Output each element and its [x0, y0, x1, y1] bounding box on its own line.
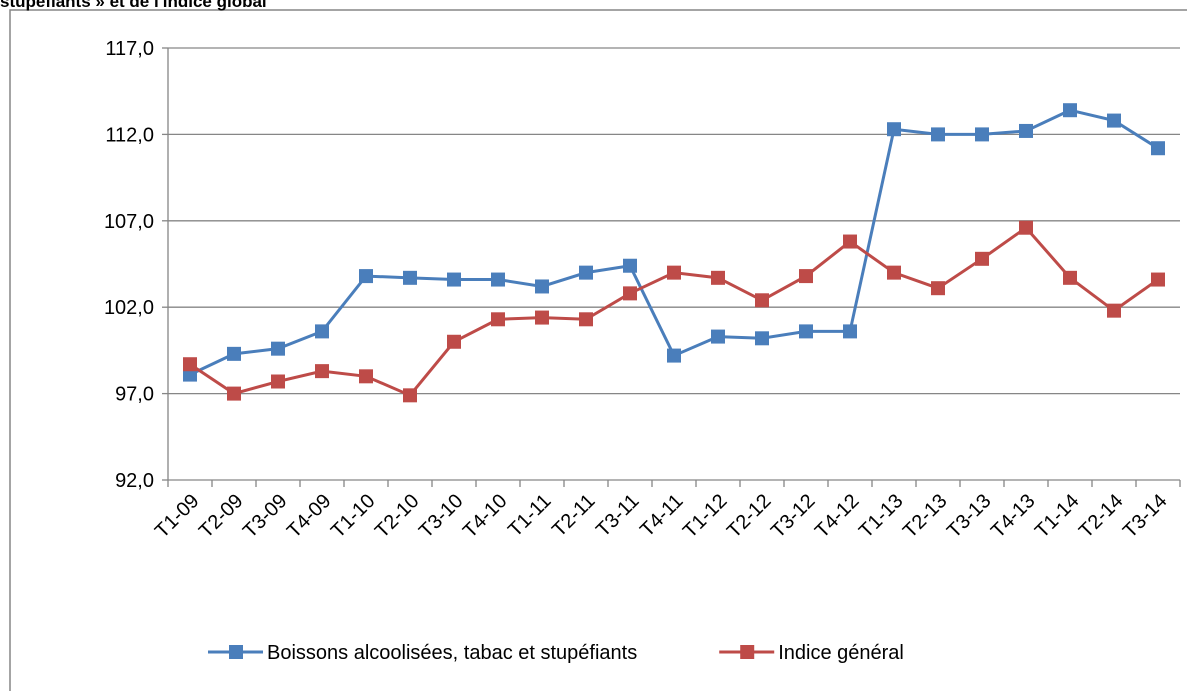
x-tick-label: T1-13 [855, 490, 908, 543]
data-point [1151, 141, 1165, 156]
data-point [227, 346, 241, 361]
data-point [1063, 270, 1077, 285]
x-tick-label: T1-14 [1031, 490, 1084, 543]
data-point [711, 329, 725, 344]
legend-marker [740, 645, 755, 659]
x-tick-label: T1-09 [151, 490, 204, 543]
x-tick-label: T1-12 [679, 490, 732, 543]
x-tick-label: T2-10 [371, 490, 424, 543]
data-point [843, 234, 857, 249]
data-point [1063, 103, 1077, 118]
data-point [271, 341, 285, 356]
data-point [315, 324, 329, 339]
data-point [1019, 220, 1033, 235]
data-point [1019, 123, 1033, 138]
y-tick-label: 102,0 [104, 297, 154, 319]
legend-label: Boissons alcoolisées, tabac et stupéfian… [267, 642, 637, 664]
x-tick-label: T1-10 [327, 490, 380, 543]
data-point [271, 374, 285, 389]
data-point [535, 279, 549, 294]
x-tick-label: T3-09 [239, 490, 292, 543]
data-point [315, 364, 329, 379]
y-tick-label: 97,0 [115, 384, 154, 406]
x-tick-label: T1-11 [504, 490, 555, 541]
x-tick-label: T4-13 [987, 490, 1040, 543]
data-point [799, 324, 813, 339]
data-point [183, 357, 197, 372]
x-tick-label: T2-13 [899, 490, 952, 543]
data-point [535, 310, 549, 325]
data-point [1151, 272, 1165, 287]
data-point [755, 293, 769, 308]
x-tick-label: T3-11 [592, 490, 643, 541]
chart-title: stupéfiants » et de l'indice global [0, 0, 267, 11]
data-point [403, 388, 417, 403]
x-tick-label: T2-14 [1075, 490, 1128, 543]
data-point [931, 127, 945, 142]
x-tick-label: T3-14 [1119, 490, 1172, 543]
x-tick-label: T4-09 [283, 490, 336, 543]
data-point [491, 312, 505, 327]
data-point [623, 258, 637, 273]
data-point [447, 334, 461, 349]
data-point [843, 324, 857, 339]
data-point [579, 265, 593, 280]
data-point [579, 312, 593, 327]
data-point [711, 270, 725, 285]
x-tick-label: T4-11 [636, 490, 687, 541]
legend-marker [229, 645, 243, 659]
data-point [887, 122, 901, 137]
y-tick-label: 117,0 [105, 38, 154, 60]
x-tick-label: T3-12 [767, 490, 820, 543]
data-point [667, 265, 681, 280]
data-point [623, 286, 637, 301]
y-tick-label: 92,0 [115, 470, 154, 492]
x-tick-label: T3-10 [415, 490, 468, 543]
data-point [403, 270, 417, 285]
data-point [227, 386, 241, 401]
data-point [667, 348, 681, 363]
data-point [447, 272, 461, 287]
data-point [931, 281, 945, 296]
legend-label: Indice général [778, 642, 904, 664]
x-tick-label: T2-11 [548, 490, 599, 541]
y-tick-label: 112,0 [105, 124, 154, 146]
data-point [491, 272, 505, 287]
x-tick-label: T4-12 [811, 490, 864, 543]
x-tick-label: T4-10 [459, 490, 512, 543]
data-point [755, 331, 769, 346]
data-point [1107, 303, 1121, 318]
data-point [359, 369, 373, 384]
data-point [799, 269, 813, 284]
data-point [1107, 113, 1121, 128]
data-point [975, 127, 989, 142]
x-tick-label: T2-09 [195, 490, 248, 543]
x-tick-label: T2-12 [723, 490, 776, 543]
y-tick-label: 107,0 [104, 211, 154, 233]
data-point [359, 269, 373, 284]
data-point [887, 265, 901, 280]
series-line [189, 225, 1159, 398]
x-tick-label: T3-13 [943, 490, 996, 543]
chart-border [9, 9, 1187, 691]
series-line [189, 108, 1159, 376]
data-point [975, 251, 989, 266]
